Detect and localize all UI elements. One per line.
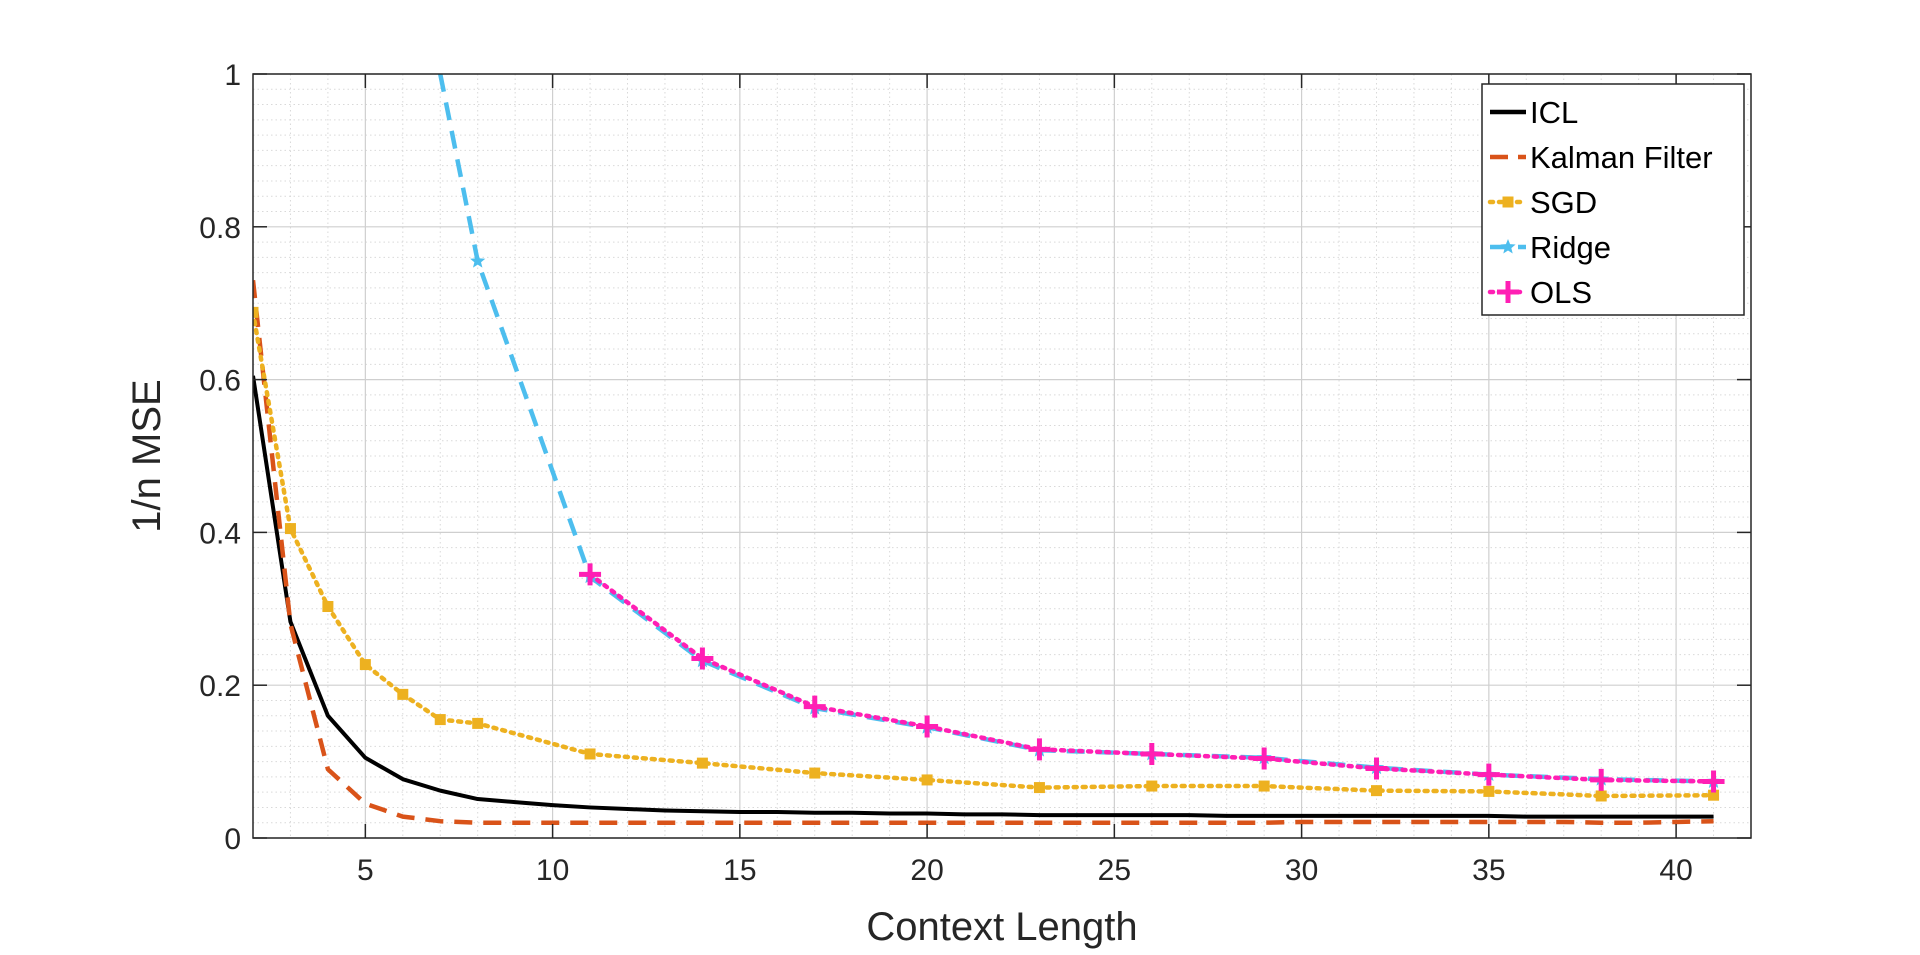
legend-marker [1497, 281, 1519, 303]
data-point-sgd [284, 523, 296, 535]
data-point-sgd [1483, 785, 1495, 797]
data-point-ols [803, 695, 826, 718]
series-line-kalman-filter [253, 280, 1714, 825]
legend-item-sgd: SGD [1487, 185, 1597, 220]
legend-item-ols: OLS [1487, 275, 1592, 310]
x-tick-label: 5 [357, 854, 374, 887]
data-point-sgd [253, 306, 259, 318]
data-point-sgd [322, 601, 334, 613]
legend: ICL Kalman Filter SGD Ridge OLS [1481, 83, 1745, 316]
data-point-sgd [1371, 785, 1382, 797]
y-tick-label: 0.6 [199, 365, 241, 398]
legend-item-icl: ICL [1490, 95, 1578, 130]
legend-item-kalman-filter: Kalman Filter [1490, 140, 1713, 175]
series-ols [579, 563, 1725, 793]
data-point-sgd [397, 688, 409, 700]
data-point-ridge [470, 253, 486, 268]
data-point-sgd [434, 714, 446, 726]
x-tick-label: 35 [1472, 854, 1505, 887]
y-axis-label: 1/n MSE [125, 379, 169, 532]
data-point-ols [916, 715, 939, 738]
legend-label: Kalman Filter [1530, 140, 1713, 175]
data-point-ols [1253, 747, 1276, 770]
legend-label: ICL [1530, 95, 1578, 130]
data-point-ols [691, 647, 714, 670]
x-tick-label: 15 [723, 854, 756, 887]
data-point-sgd [472, 717, 484, 729]
y-tick-label: 1 [224, 59, 241, 92]
series-layer [253, 74, 1725, 825]
data-point-sgd [921, 774, 933, 786]
series-line-icl [253, 375, 1714, 819]
x-axis-label: Context Length [866, 905, 1137, 949]
series-sgd [253, 306, 1720, 802]
legend-box [1481, 83, 1745, 316]
y-tick-label: 0 [224, 823, 241, 856]
data-point-ols [1028, 738, 1051, 761]
data-point-ols [1477, 763, 1500, 786]
data-point-sgd [1595, 790, 1607, 802]
data-point-ols [1365, 757, 1388, 780]
legend-label: SGD [1530, 185, 1597, 220]
x-tick-label: 40 [1659, 854, 1692, 887]
legend-marker [1502, 196, 1514, 208]
legend-marker [1500, 239, 1516, 254]
data-point-ols [579, 563, 602, 586]
series-icl [253, 375, 1714, 819]
y-tick-label: 0.8 [199, 212, 241, 245]
data-point-sgd [809, 767, 821, 779]
data-point-ols [1140, 742, 1163, 765]
series-line-sgd [253, 310, 1716, 799]
x-tick-label: 25 [1098, 854, 1131, 887]
data-point-sgd [1033, 782, 1045, 794]
y-tick-label: 0.2 [199, 670, 241, 703]
y-tick-label: 0.4 [199, 517, 241, 550]
data-point-sgd [696, 757, 708, 769]
tick-labels: 5 10 15 20 25 30 35 40 0 0.2 0.4 0.6 0.8 1 [199, 59, 1693, 887]
data-point-sgd [1708, 789, 1720, 801]
data-point-sgd [1146, 780, 1158, 792]
legend-item-ridge: Ridge [1490, 230, 1611, 265]
data-point-sgd [584, 748, 596, 760]
data-point-ols [1702, 770, 1725, 793]
data-point-ols [1590, 768, 1613, 791]
x-tick-label: 30 [1285, 854, 1318, 887]
data-point-sgd [359, 659, 371, 671]
x-tick-label: 10 [536, 854, 569, 887]
axis-ticks [253, 73, 1751, 839]
legend-label: OLS [1530, 275, 1592, 310]
plot-frame [252, 73, 1752, 839]
x-tick-label: 20 [910, 854, 943, 887]
legend-label: Ridge [1530, 230, 1611, 265]
data-point-sgd [1258, 780, 1270, 792]
series-kalman-filter [253, 280, 1714, 825]
